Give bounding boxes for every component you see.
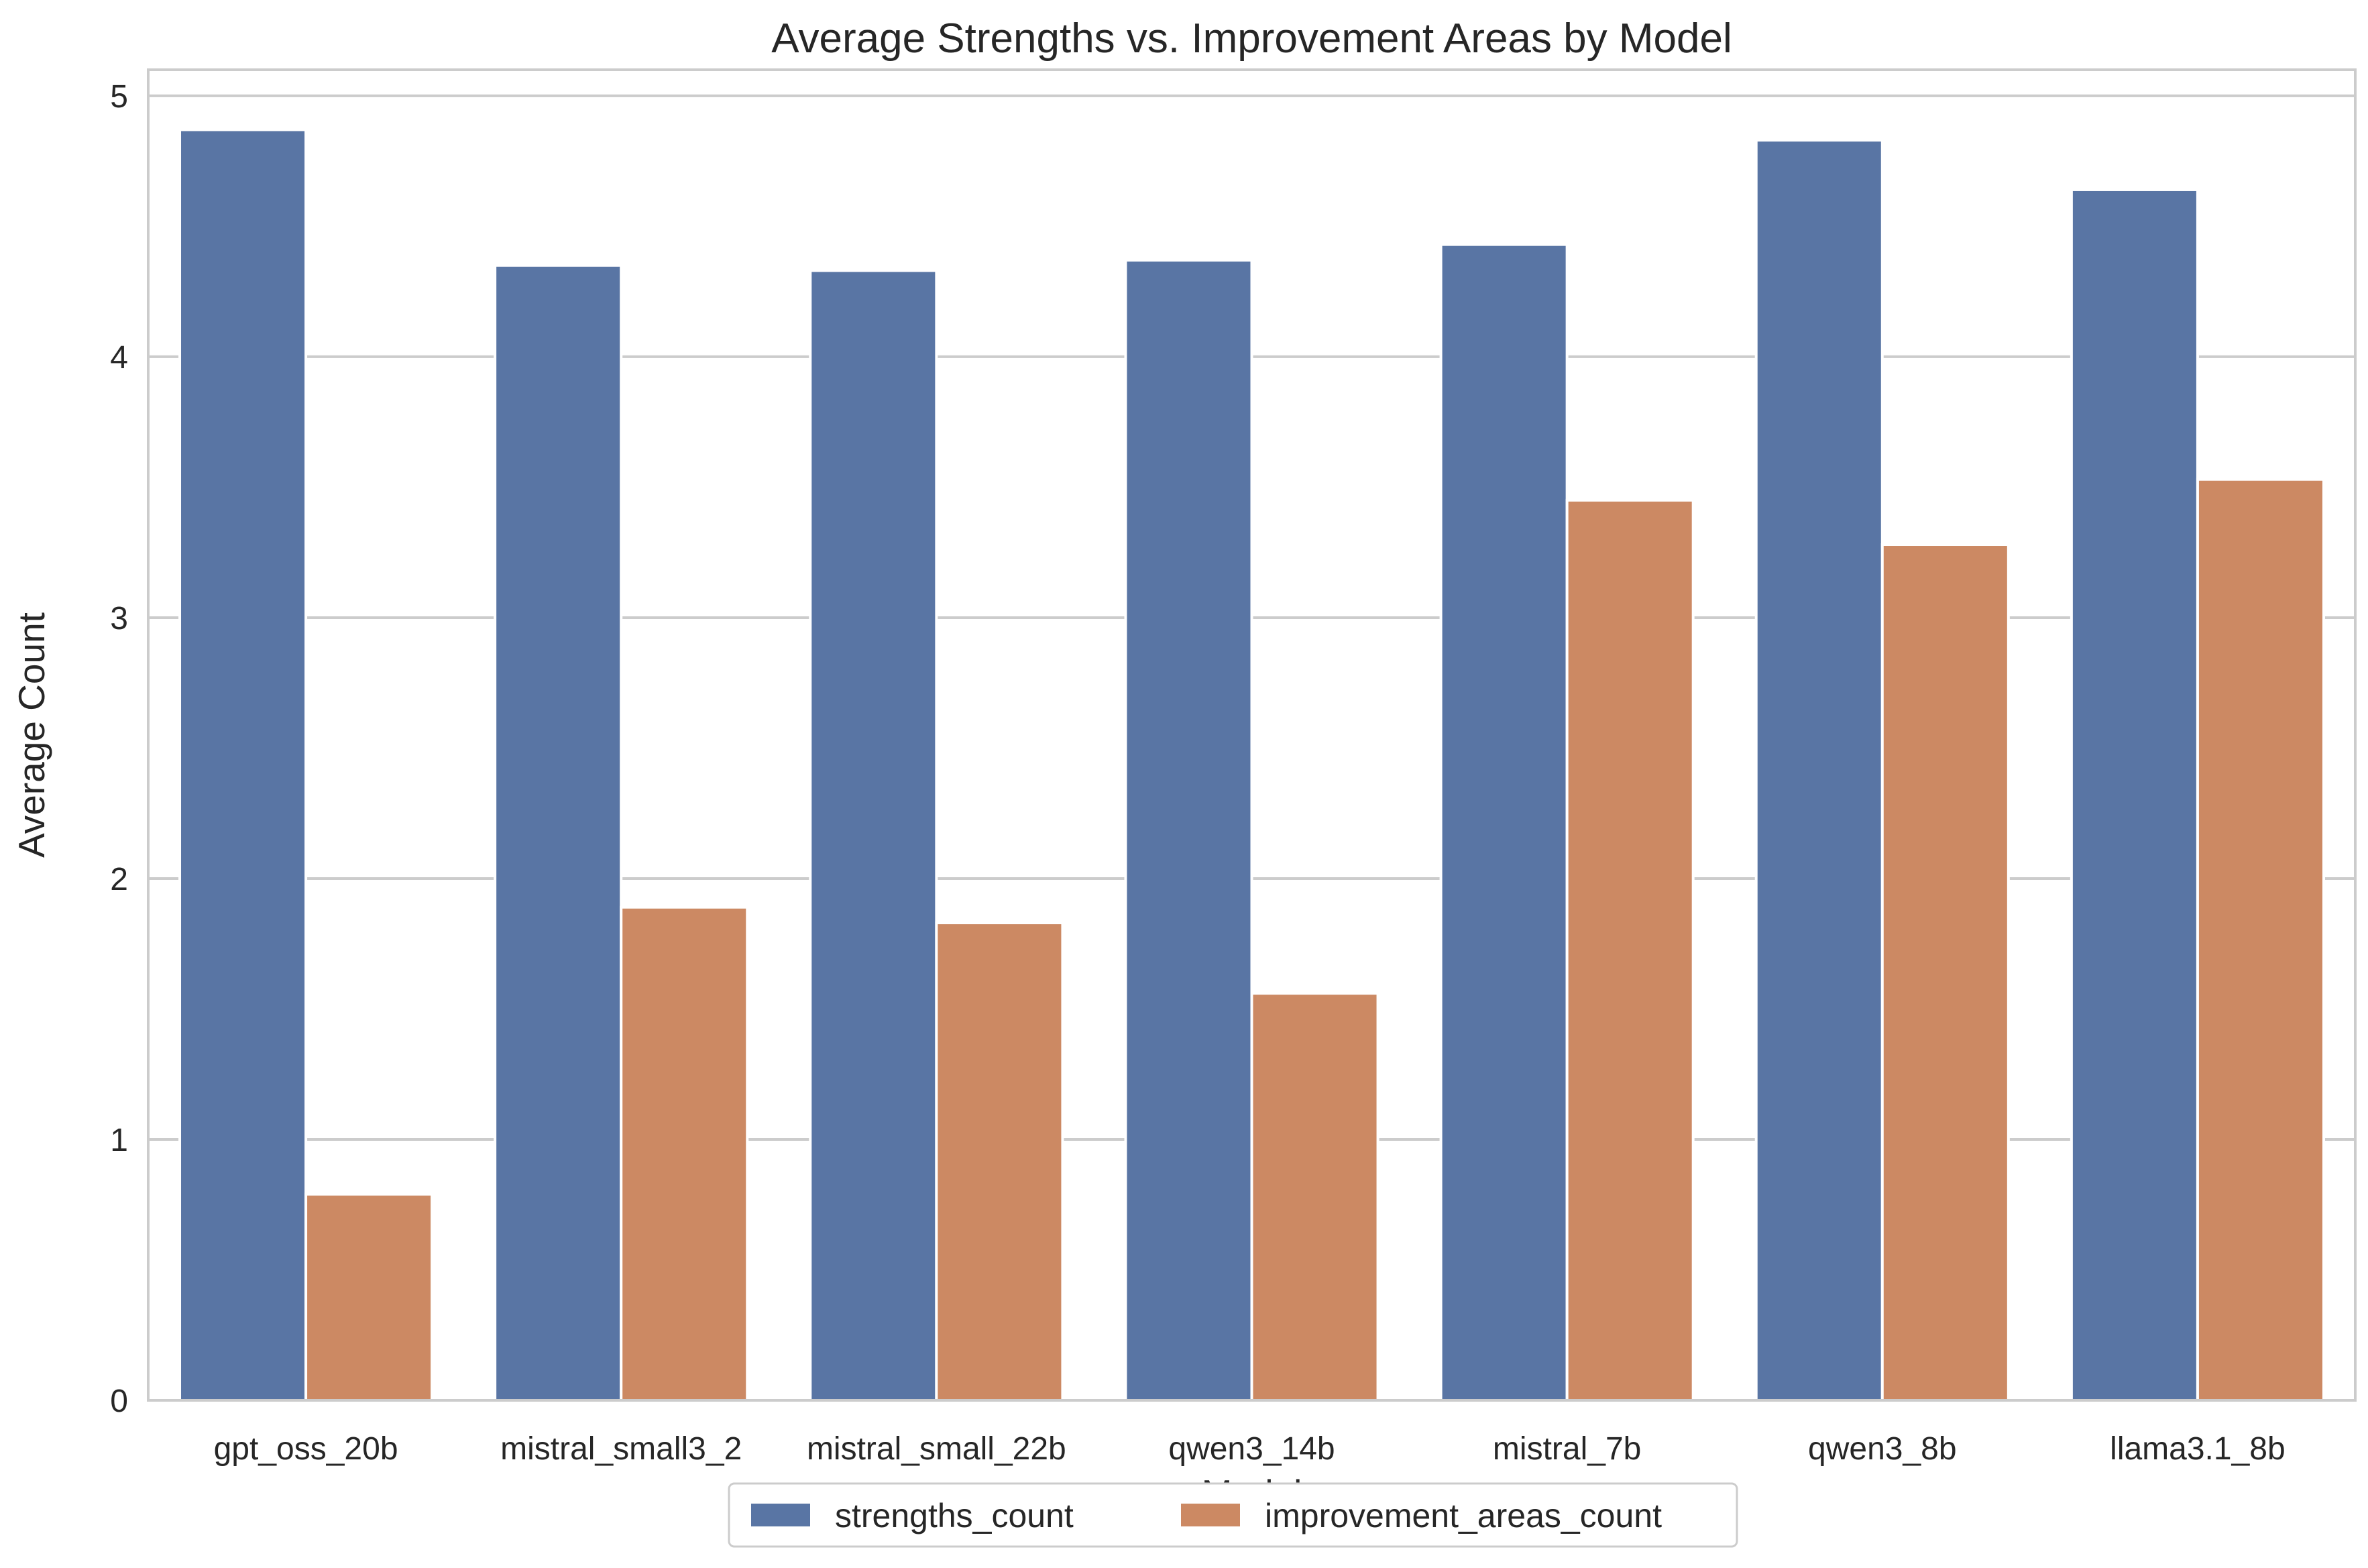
legend-swatch-improvement_areas_count	[1181, 1504, 1240, 1526]
bar-strengths_count-mistral_7b	[1439, 243, 1569, 1402]
x-tick-label: mistral_small_22b	[807, 1431, 1066, 1467]
y-tick-label: 5	[110, 79, 128, 115]
bar-strengths_count-qwen3_14b	[1124, 258, 1253, 1402]
legend-label-improvement_areas_count: improvement_areas_count	[1265, 1497, 1662, 1534]
x-axis-ticks: gpt_oss_20b mistral_small3_2 mistral_small…	[214, 1431, 2286, 1467]
bar-improvement_areas_count-mistral_small_22b	[935, 921, 1064, 1402]
x-tick-label: qwen3_8b	[1808, 1431, 1957, 1467]
x-tick-label: llama3.1_8b	[2110, 1431, 2286, 1467]
bar-improvement_areas_count-mistral_7b	[1565, 498, 1695, 1402]
y-tick-label: 2	[110, 862, 128, 897]
bar-strengths_count-llama3.1_8b	[2070, 188, 2199, 1402]
bar-improvement_areas_count-mistral_small3_2	[620, 905, 749, 1402]
y-tick-label: 0	[110, 1384, 128, 1419]
bar-strengths_count-mistral_small_22b	[809, 269, 938, 1402]
y-axis-label: Average Count	[11, 612, 52, 858]
bars	[178, 128, 2325, 1402]
bar-strengths_count-mistral_small3_2	[494, 264, 623, 1402]
x-tick-label: qwen3_14b	[1168, 1431, 1335, 1467]
x-tick-label: mistral_small3_2	[500, 1431, 742, 1467]
bar-improvement_areas_count-llama3.1_8b	[2196, 478, 2325, 1402]
legend-label-strengths_count: strengths_count	[835, 1497, 1074, 1534]
y-tick-label: 4	[110, 340, 128, 376]
y-tick-label: 1	[110, 1123, 128, 1158]
bar-improvement_areas_count-gpt_oss_20b	[304, 1192, 434, 1402]
y-axis-ticks: 0 1 2 3 4 5	[110, 79, 128, 1419]
bar-strengths_count-gpt_oss_20b	[178, 128, 308, 1402]
legend: strengths_count improvement_areas_count	[728, 1482, 1738, 1548]
bar-strengths_count-qwen3_8b	[1754, 139, 1884, 1402]
bar-improvement_areas_count-qwen3_14b	[1250, 992, 1379, 1402]
bar-improvement_areas_count-qwen3_8b	[1880, 543, 2010, 1402]
plot-frame	[147, 68, 2357, 1402]
legend-swatch-strengths_count	[751, 1504, 810, 1526]
chart-title: Average Strengths vs. Improvement Areas …	[771, 15, 1732, 62]
x-tick-label: gpt_oss_20b	[214, 1431, 398, 1467]
y-tick-label: 3	[110, 601, 128, 636]
x-tick-label: mistral_7b	[1493, 1431, 1641, 1467]
